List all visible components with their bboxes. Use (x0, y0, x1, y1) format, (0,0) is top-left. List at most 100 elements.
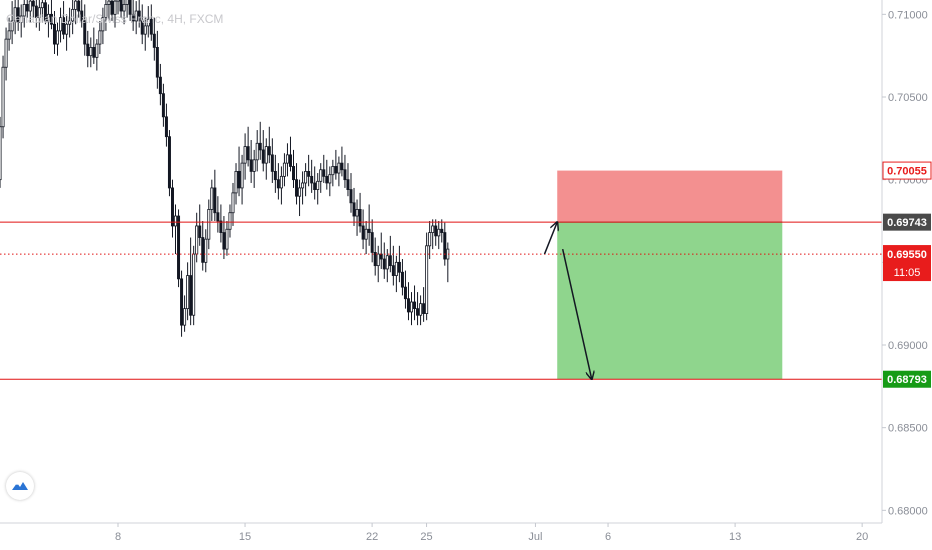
candle-body (295, 179, 299, 197)
tradingview-logo-icon[interactable] (6, 472, 34, 500)
candle (301, 171, 305, 205)
candle-body (25, 4, 29, 12)
candle-body (367, 228, 371, 233)
candle (373, 237, 377, 276)
candle-body (228, 212, 232, 230)
candle (189, 237, 193, 326)
candle-body (167, 136, 171, 189)
candle-body (207, 209, 211, 240)
candle-body (343, 169, 347, 181)
target-price-label-bg (883, 370, 931, 388)
candle-body (125, 0, 129, 5)
candle-body (119, 0, 123, 12)
candle (101, 7, 105, 45)
candle (77, 0, 81, 18)
candle-body (161, 93, 165, 118)
candle (83, 4, 87, 56)
candle-body (249, 159, 253, 172)
candle (201, 221, 205, 271)
candle (252, 149, 256, 188)
candle (110, 0, 114, 21)
candle-body (31, 0, 35, 7)
candle (261, 130, 265, 172)
candle (71, 0, 75, 35)
candle-body (255, 142, 259, 161)
candle-body (231, 192, 235, 214)
x-tick-label: 15 (239, 531, 251, 543)
candle-body (28, 0, 32, 12)
x-tick-label: Jul (528, 531, 542, 543)
candle-body (325, 175, 329, 184)
candle-body (77, 0, 81, 12)
candle-body (349, 189, 353, 204)
candle-body (0, 126, 2, 181)
candle (125, 0, 129, 18)
candle-body (52, 23, 56, 45)
candle-body (68, 20, 72, 25)
candle-body (89, 47, 93, 57)
candle-body (261, 149, 265, 164)
candle (43, 0, 47, 25)
candle (355, 199, 359, 236)
candles-group (0, 0, 450, 337)
candle-body (158, 76, 162, 95)
candle-body (410, 301, 414, 313)
candle-body (152, 33, 156, 48)
candle-body (316, 180, 320, 190)
candle (68, 7, 72, 38)
candle (52, 11, 56, 55)
candle (391, 245, 395, 286)
y-tick-label: 0.71000 (888, 9, 928, 21)
candle-body (143, 25, 147, 35)
candle-body (210, 187, 214, 210)
candle-body (13, 7, 17, 22)
candle (49, 0, 53, 30)
candle-body (46, 13, 50, 22)
candle (419, 295, 423, 326)
bar-countdown-label: 11:05 (894, 267, 921, 279)
candle-body (113, 0, 117, 15)
candle (370, 219, 374, 263)
candle-body (116, 0, 120, 2)
candle (428, 221, 432, 260)
candle (207, 199, 211, 250)
candle-body (59, 17, 63, 32)
candle-body (225, 228, 229, 250)
candle-body (382, 258, 386, 270)
y-tick-label: 0.70500 (888, 92, 928, 104)
candle (337, 156, 341, 187)
candle-body (128, 0, 132, 15)
candle-body (37, 7, 41, 19)
candle (237, 146, 241, 197)
candle (134, 1, 138, 35)
candle (285, 143, 289, 177)
candle (167, 130, 171, 197)
candle (174, 204, 178, 255)
candle-body (198, 225, 202, 238)
candle (7, 17, 11, 51)
candle-body (334, 166, 338, 174)
candle-body (74, 0, 78, 10)
candle (340, 146, 344, 177)
candle (59, 7, 63, 43)
candle (243, 133, 247, 180)
candle-body (298, 187, 302, 197)
trade-arrow (561, 248, 592, 379)
candle-body (376, 253, 380, 267)
candle-body (346, 179, 350, 190)
candle-body (285, 154, 289, 164)
candle (131, 0, 135, 31)
candle (186, 262, 190, 321)
candle-body (164, 116, 168, 138)
candle (37, 0, 41, 31)
candle (325, 159, 329, 190)
candle (19, 4, 23, 38)
candle-body (355, 209, 359, 217)
candle-body (86, 43, 90, 57)
candle-body (322, 169, 326, 177)
candle (128, 0, 132, 21)
candle (298, 179, 302, 217)
candle (349, 173, 353, 213)
x-tick-label: 20 (856, 531, 868, 543)
